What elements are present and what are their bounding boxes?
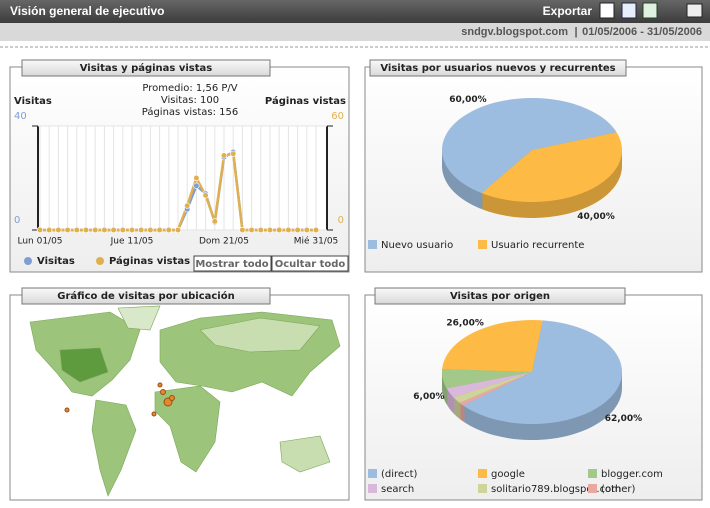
point [285,226,292,234]
y2-tick-label: 0 [338,215,344,226]
x-tick-label: Lun 01/05 [17,237,62,247]
point [184,202,191,209]
pie-slice [453,372,532,403]
legend-label: (direct) [381,469,417,480]
legend-swatch [368,469,377,478]
point [64,226,71,234]
value-label: 62,00% [605,414,643,424]
point [73,226,80,234]
hide-all-button[interactable] [271,255,349,272]
point [211,218,218,225]
y-tick-label: 0 [14,215,20,226]
x-tick-label: Mié 31/05 [294,236,339,247]
annotation: Promedio: 1,56 P/V [142,83,237,94]
point [202,192,209,199]
point [193,182,200,189]
point [55,226,62,234]
point [193,174,200,182]
pie-slice [442,98,617,194]
value-label: 6,00% [413,392,444,402]
legend-label: Visitas [37,256,75,267]
plot-area [38,126,327,230]
legend-swatch [588,484,597,493]
legend-label: Páginas vistas [109,255,190,267]
point [266,226,274,234]
point [156,226,163,234]
y2-axis-label: Páginas vistas [265,95,346,107]
point [239,226,246,234]
legend-swatch [588,469,597,478]
pie-slice [463,320,622,424]
legend-swatch [478,240,487,249]
point [36,226,44,234]
legend-marker [24,257,32,265]
site-name: sndgv.blogspot.com [461,26,568,38]
point [101,226,108,234]
y-axis-label: Visitas [14,96,52,107]
legend-label: search [381,484,414,495]
separator: | [574,26,577,38]
legend-label: solitario789.blogspot.com [491,484,621,495]
x-tick-label: Dom 21/05 [199,237,249,247]
legend-swatch [478,484,487,493]
point [174,226,182,234]
point [220,152,228,159]
export-icons[interactable] [599,2,703,19]
pie-slice [481,132,622,203]
legend-label: Nuevo usuario [381,240,453,251]
y-tick-label: 40 [14,111,27,122]
point [312,226,320,234]
value-label: 26,00% [446,318,484,328]
pie-slice [446,372,532,398]
legend-label: (other) [601,484,636,495]
point [147,226,154,234]
legend-label: Usuario recurrente [491,240,584,251]
point [138,226,145,234]
y2-tick-label: 60 [331,111,344,122]
world-map [29,305,341,497]
annotation: Visitas: 100 [161,95,219,106]
point [165,226,172,234]
export-label: Exportar [543,4,593,18]
hide-all-label[interactable]: Ocultar todo [275,259,346,270]
point [257,226,264,234]
show-all-label[interactable]: Mostrar todo [195,259,268,270]
page-title: Visión general de ejecutivo [10,4,165,18]
point [128,226,136,234]
panel-title: Visitas por usuarios nuevos y recurrente… [380,63,615,74]
annotation: Páginas vistas: 156 [142,106,239,118]
header-bar [0,0,710,23]
point [92,226,99,234]
point [276,226,283,234]
point [119,226,126,234]
point [248,226,255,234]
legend-swatch [368,484,377,493]
x-tick-label: Jue 11/05 [110,237,154,247]
show-all-button[interactable] [193,255,272,272]
panel-title: Visitas y páginas vistas [80,62,213,74]
value-label: 40,00% [577,212,615,222]
date-range: 01/05/2006 - 31/05/2006 [582,26,702,38]
map-markers [64,382,175,417]
pie-slice [459,372,532,406]
legend-swatch [368,240,377,249]
panel-title: Visitas por origen [450,291,550,302]
legend-marker [96,257,104,265]
pie-slice [442,320,543,372]
point [110,226,117,234]
panel-title: Gráfico de visitas por ubicación [57,290,234,302]
value-label: 60,00% [449,95,487,105]
point [294,226,301,234]
point [303,226,310,234]
point [230,150,237,157]
point [82,226,90,234]
subheader-bar [0,23,710,41]
legend-label: blogger.com [601,469,663,480]
legend-label: google [491,469,525,480]
legend-swatch [478,469,487,478]
point [46,226,53,234]
pie-slice [441,369,532,389]
